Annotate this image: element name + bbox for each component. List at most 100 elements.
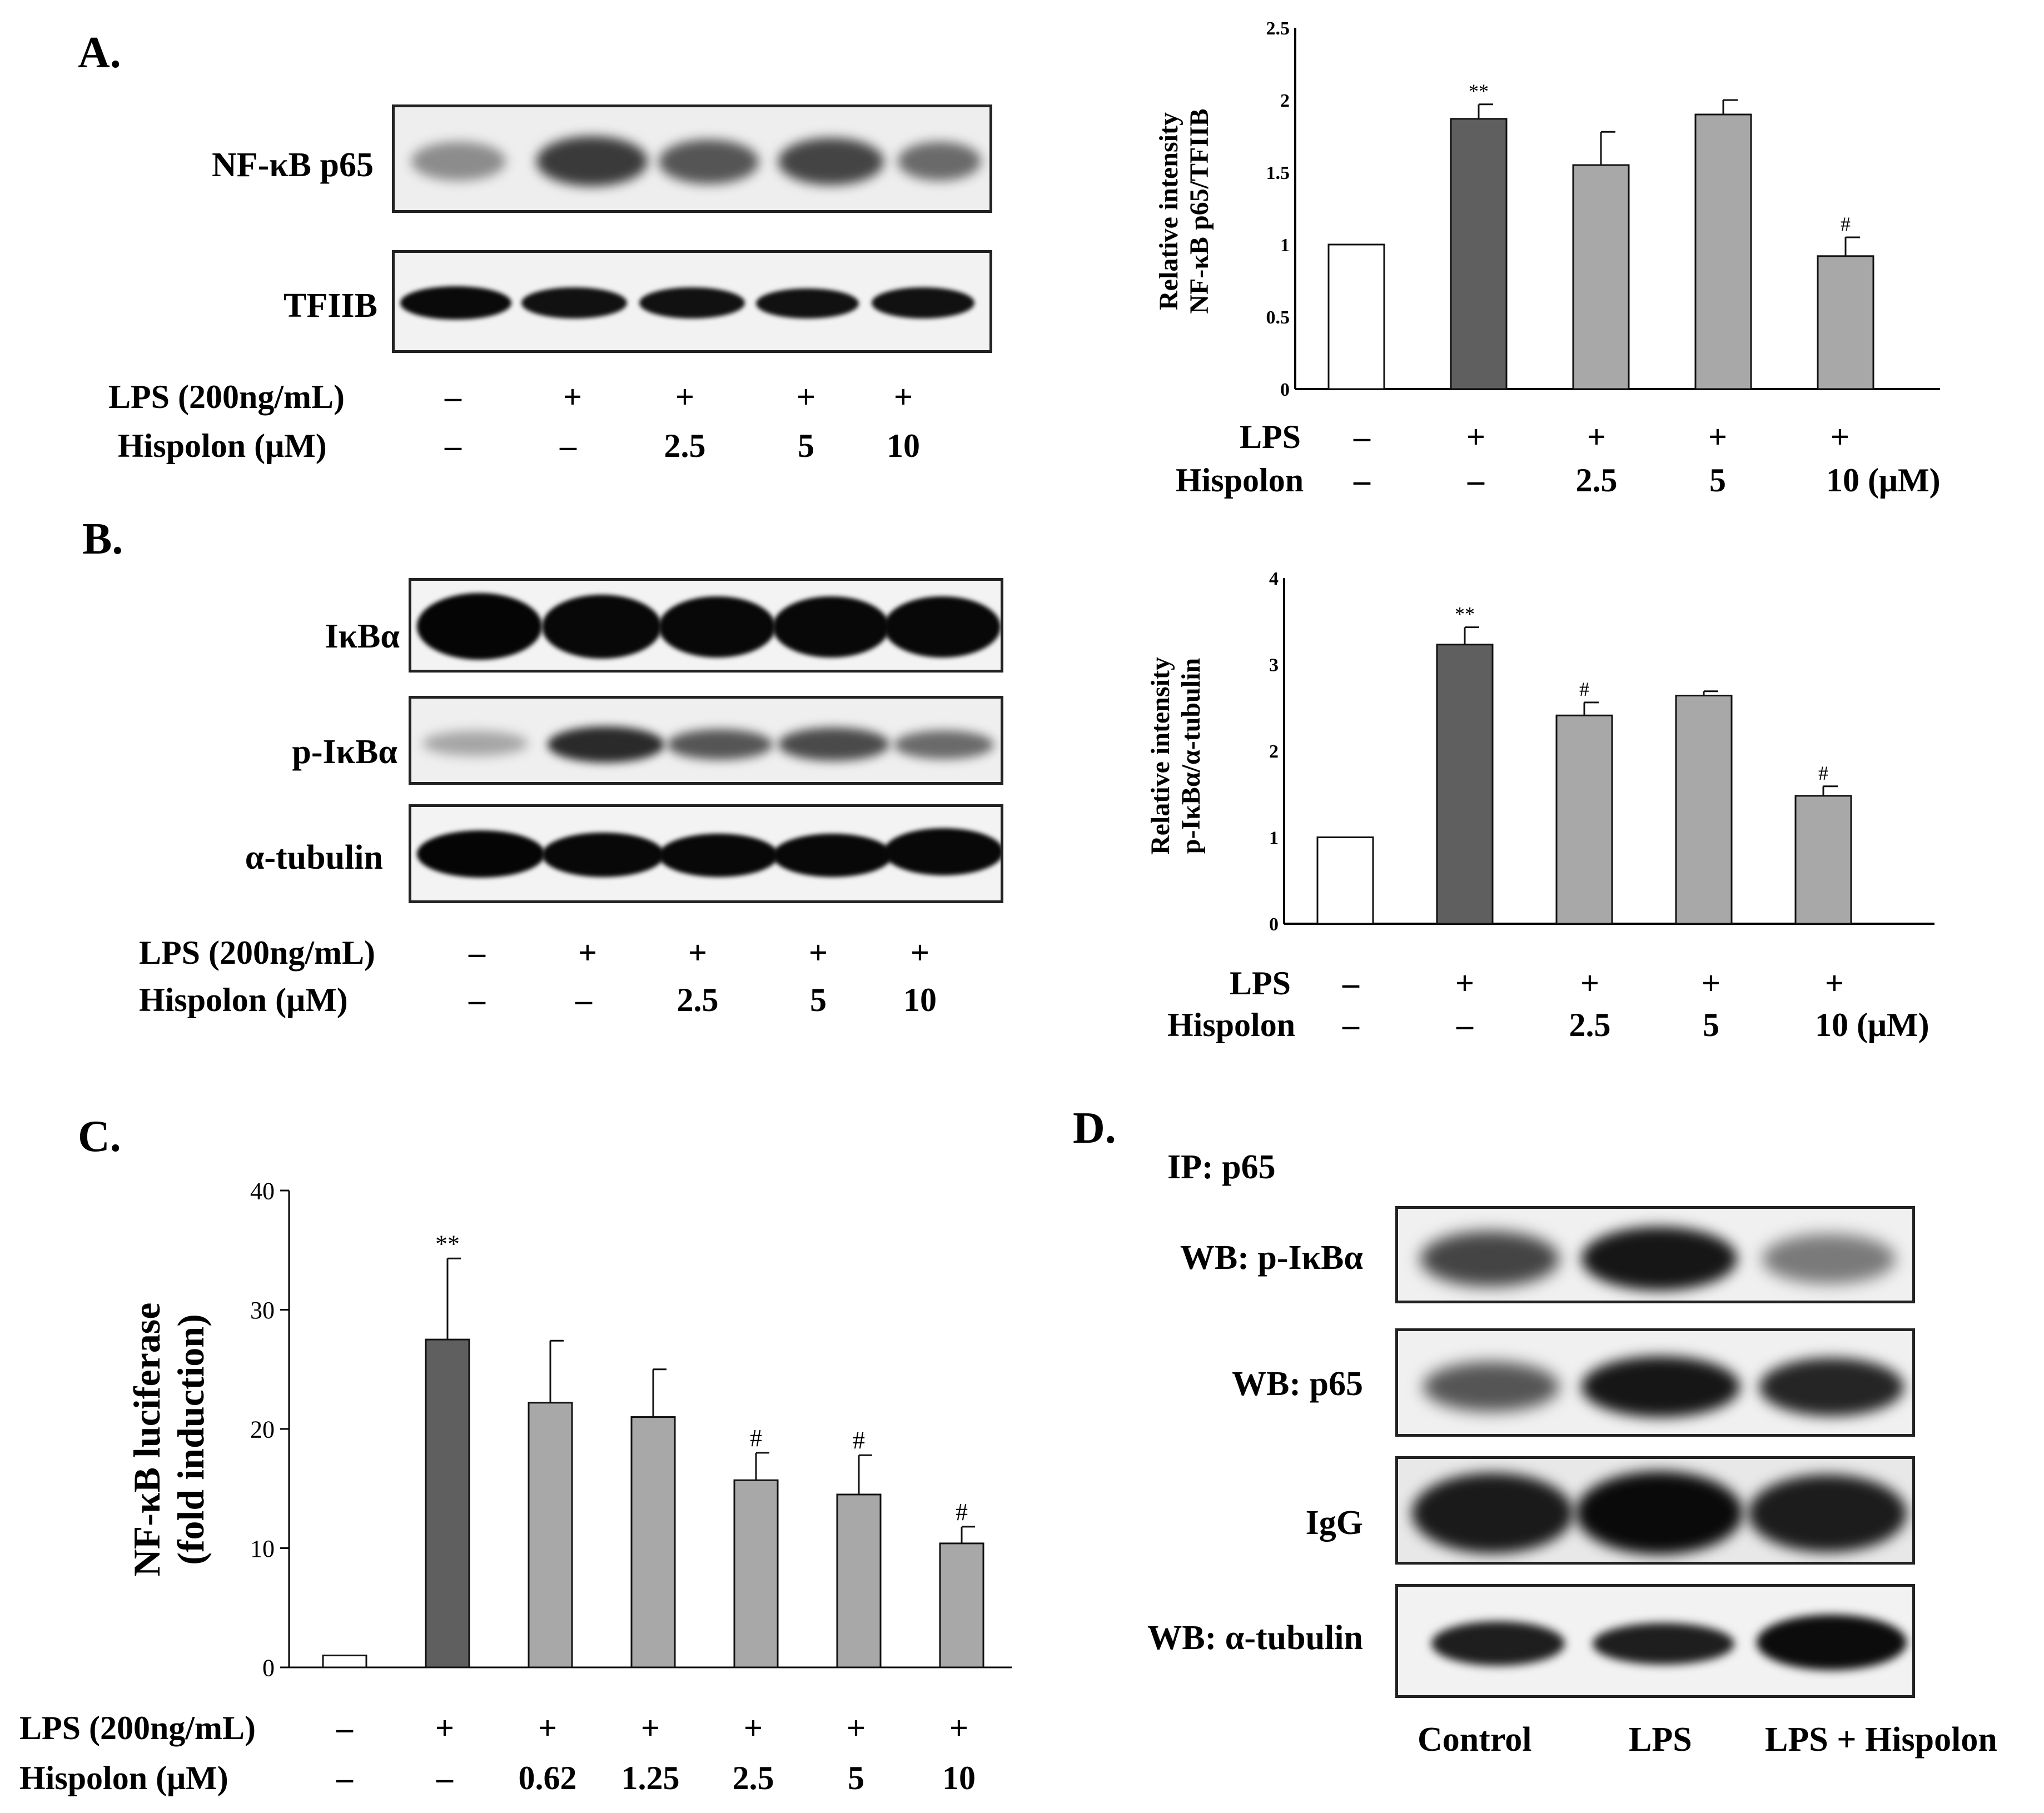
band bbox=[417, 593, 542, 660]
panel-c-lps-4: + bbox=[640, 1710, 660, 1746]
panel-b-his-2: – bbox=[575, 982, 592, 1018]
blot-d-label-tubulin: WB: α-tubulin bbox=[1147, 1619, 1363, 1657]
chart-b-ylabel-line2: p-IκBα/α-tubulin bbox=[1176, 658, 1206, 854]
chart-a-lps-5: + bbox=[1830, 419, 1850, 455]
significance-label: # bbox=[1818, 762, 1828, 784]
band bbox=[778, 728, 889, 761]
bar bbox=[528, 1402, 573, 1668]
chart-b-lps-1: – bbox=[1342, 965, 1359, 1002]
chart-c-ylabel: NF-κB luciferase (fold induction) bbox=[125, 1267, 213, 1612]
panel-b-his-5: 10 bbox=[903, 982, 937, 1018]
panel-a-lps-5: + bbox=[893, 378, 913, 415]
panel-c-his-5: 2.5 bbox=[732, 1760, 774, 1796]
band bbox=[667, 729, 773, 760]
bar bbox=[1436, 644, 1494, 925]
panel-a-his-4: 5 bbox=[798, 427, 814, 464]
panel-b-letter: B. bbox=[82, 515, 123, 564]
chart-b-lps-3: + bbox=[1580, 965, 1600, 1002]
band bbox=[1593, 1623, 1734, 1665]
panel-c-lps-2: + bbox=[435, 1710, 455, 1746]
panel-c-lps-7: + bbox=[949, 1710, 969, 1746]
bar bbox=[630, 1416, 676, 1668]
panel-c-lps-5: + bbox=[743, 1710, 763, 1746]
blot-a-label-p65: NF-κB p65 bbox=[211, 146, 374, 184]
panel-d-condition-lps: LPS bbox=[1629, 1721, 1692, 1759]
blot-d-igg bbox=[1395, 1456, 1915, 1565]
panel-c-lps-3: + bbox=[538, 1710, 558, 1746]
y-tick-label: 10 bbox=[250, 1535, 275, 1562]
y-tick-label: 30 bbox=[250, 1297, 275, 1324]
band bbox=[659, 834, 778, 877]
y-tick-label: 2.5 bbox=[1266, 18, 1290, 39]
significance-label: # bbox=[853, 1427, 865, 1454]
chart-a-lps-label: LPS bbox=[1240, 419, 1301, 455]
panel-a-lps-label: LPS (200ng/mL) bbox=[108, 378, 345, 415]
panel-a-lps-3: + bbox=[675, 378, 695, 415]
panel-a-his-2: – bbox=[560, 427, 576, 464]
panel-b-lps-label: LPS (200ng/mL) bbox=[139, 934, 376, 971]
panel-b-his-3: 2.5 bbox=[677, 982, 719, 1018]
band bbox=[884, 828, 1001, 875]
chart-c: 0 10 20 30 40 ** # # # bbox=[250, 1177, 1012, 1681]
band bbox=[1762, 1234, 1896, 1284]
chart-a-lps-4: + bbox=[1708, 419, 1728, 455]
bar bbox=[733, 1479, 779, 1668]
panel-a-lps-2: + bbox=[563, 378, 583, 415]
chart-b-his-4: 5 bbox=[1703, 1007, 1719, 1043]
band bbox=[872, 287, 974, 318]
panel-a-lps-4: + bbox=[796, 378, 816, 415]
chart-c-ylabel-line1: NF-κB luciferase bbox=[126, 1302, 168, 1577]
panel-b-hispolon-label: Hispolon (μM) bbox=[139, 982, 348, 1018]
band bbox=[1582, 1227, 1737, 1291]
y-tick-label: 1 bbox=[1269, 828, 1279, 848]
band bbox=[898, 142, 981, 181]
y-tick-label: 0 bbox=[1280, 380, 1290, 400]
chart-c-ylabel-line2: (fold induction) bbox=[170, 1314, 212, 1565]
y-tick-label: 4 bbox=[1269, 569, 1279, 589]
panel-b-his-1: – bbox=[469, 982, 485, 1018]
band bbox=[548, 726, 664, 763]
panel-a-letter: A. bbox=[78, 28, 121, 77]
band bbox=[1576, 1471, 1743, 1555]
significance-label: ** bbox=[1455, 603, 1475, 625]
chart-a-hispolon-label: Hispolon bbox=[1176, 462, 1304, 499]
significance-label: ** bbox=[1469, 80, 1489, 102]
panel-c-letter: C. bbox=[78, 1112, 121, 1161]
band bbox=[1582, 1356, 1740, 1417]
panel-d-condition-lps-hispolon: LPS + Hispolon bbox=[1765, 1721, 1997, 1759]
band bbox=[1757, 1615, 1907, 1670]
chart-a-his-1: – bbox=[1354, 462, 1370, 499]
chart-a-lps-1: – bbox=[1354, 419, 1370, 455]
panel-a-his-3: 2.5 bbox=[664, 427, 706, 464]
chart-a-his-2: – bbox=[1468, 462, 1484, 499]
chart-b: 0 1 2 3 4 ** # # bbox=[1269, 569, 1934, 935]
blot-b-label-tubulin: α-tubulin bbox=[245, 839, 383, 876]
band bbox=[756, 288, 859, 318]
y-tick-label: 2 bbox=[1269, 741, 1279, 762]
band bbox=[536, 136, 648, 186]
chart-b-his-3: 2.5 bbox=[1569, 1007, 1611, 1043]
chart-a-his-5: 10 (μM) bbox=[1826, 462, 1941, 499]
bar bbox=[1694, 113, 1752, 390]
blot-d-p65 bbox=[1395, 1328, 1915, 1437]
band bbox=[1423, 1362, 1559, 1412]
significance-label: # bbox=[1841, 213, 1851, 235]
bar bbox=[1555, 714, 1613, 925]
blot-b-ikba bbox=[409, 578, 1003, 673]
band bbox=[659, 140, 759, 184]
band bbox=[542, 595, 662, 659]
bar bbox=[939, 1542, 984, 1668]
panel-d-condition-control: Control bbox=[1418, 1721, 1532, 1759]
blot-b-tubulin bbox=[409, 804, 1003, 903]
band bbox=[417, 830, 545, 878]
blot-d-label-p65: WB: p65 bbox=[1232, 1365, 1363, 1403]
band bbox=[422, 731, 528, 756]
chart-a-ylabel: Relative intensity NF-κB p65/TFIIB bbox=[1153, 67, 1215, 356]
chart-a: 0 0.5 1 1.5 2 2.5 ** # bbox=[1266, 18, 1940, 400]
y-tick-label: 0 bbox=[1269, 914, 1279, 935]
band bbox=[773, 596, 889, 658]
panel-c-his-7: 10 bbox=[942, 1760, 976, 1796]
blot-d-label-pikba: WB: p-IκBα bbox=[1180, 1239, 1363, 1277]
blot-b-pikba bbox=[409, 696, 1003, 785]
band bbox=[1431, 1621, 1565, 1666]
